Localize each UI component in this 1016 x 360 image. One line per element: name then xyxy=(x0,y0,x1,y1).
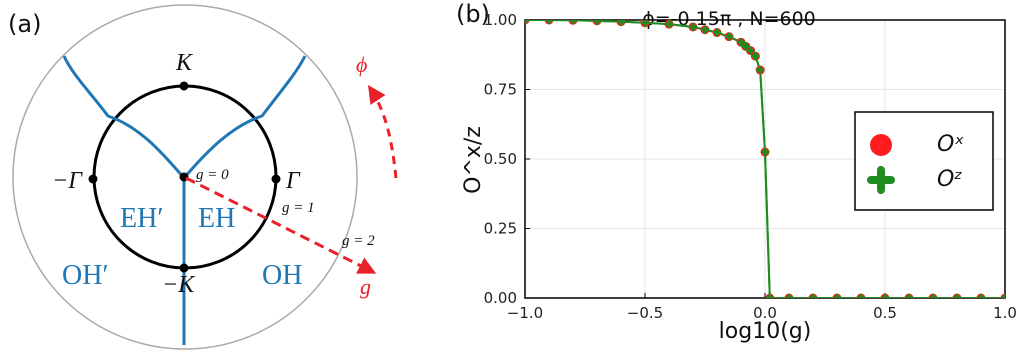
point-oz-3 xyxy=(593,20,601,25)
region-eh-prime: EH′ xyxy=(120,203,163,234)
label-g0: g = 0 xyxy=(196,167,229,183)
legend-box xyxy=(854,111,994,211)
y-tick-label-4: 1.00 xyxy=(484,11,517,29)
point-oz-7 xyxy=(689,22,697,31)
point-oz-9 xyxy=(713,28,721,37)
point-oz-5 xyxy=(641,20,649,27)
point-oz-2 xyxy=(569,20,577,25)
point-oz-12 xyxy=(741,42,750,51)
x-tick-label-2: 0.0 xyxy=(753,304,777,322)
legend-marker-oz xyxy=(867,166,895,194)
region-oh: OH xyxy=(262,260,302,291)
chart-title: ϕ=-0.15π , N=600 xyxy=(642,8,816,30)
g-arrow xyxy=(185,176,377,274)
point-oz-10 xyxy=(725,32,733,41)
plot-layer xyxy=(525,20,1005,298)
label-gamma: Γ xyxy=(285,168,301,194)
plot-b: −1.0 −0.5 0.0 0.5 1.0 0.00 0.25 0.50 0.75 1.00 log… xyxy=(461,11,1016,344)
point-oz-23 xyxy=(905,294,913,298)
point-oz-17 xyxy=(765,294,774,298)
x-tick-label-3: 0.5 xyxy=(873,304,897,322)
legend-marker-ox xyxy=(870,134,892,156)
phi-arrow xyxy=(368,85,398,179)
label-minus-gamma: −Γ xyxy=(52,168,83,194)
point-minus-k xyxy=(179,263,189,273)
label-minus-k: −K xyxy=(162,272,196,298)
label-phi-arrow: ϕ xyxy=(356,52,367,77)
x-tick-label-0: −1.0 xyxy=(507,304,543,322)
panel-b-tag: (b) xyxy=(456,0,490,28)
point-oz-13 xyxy=(746,46,755,55)
point-oz-15 xyxy=(756,66,765,75)
point-minus-gamma xyxy=(88,174,98,184)
point-gamma xyxy=(271,174,281,184)
point-oz-19 xyxy=(809,294,817,298)
point-oz-4 xyxy=(617,20,625,26)
y-tick-label-3: 0.75 xyxy=(484,81,517,99)
point-oz-8 xyxy=(701,25,709,34)
point-oz-21 xyxy=(857,294,865,298)
y-tick-label-0: 0.00 xyxy=(484,289,517,307)
boundary-left xyxy=(62,55,186,179)
point-oz-14 xyxy=(751,52,760,61)
x-tick-label-4: 1.0 xyxy=(993,304,1016,322)
point-oz-24 xyxy=(929,294,937,298)
y-tick-label-2: 0.50 xyxy=(484,150,517,168)
region-eh: EH xyxy=(198,203,235,234)
point-oz-1 xyxy=(545,20,553,24)
point-k xyxy=(179,81,189,91)
point-oz-22 xyxy=(881,294,889,298)
point-oz-26 xyxy=(977,294,985,298)
label-g-arrow: g xyxy=(360,274,371,299)
point-oz-16 xyxy=(761,148,769,157)
point-oz-25 xyxy=(953,294,961,298)
point-oz-11 xyxy=(737,38,745,47)
region-oh-prime: OH′ xyxy=(62,260,109,291)
point-oz-6 xyxy=(665,20,673,29)
point-oz-18 xyxy=(785,294,793,298)
label-g1: g = 1 xyxy=(282,200,315,216)
panel-a-tag: (a) xyxy=(8,10,41,38)
x-axis-label: log10(g) xyxy=(719,319,812,344)
y-axis-label: O^x/z xyxy=(461,126,486,194)
legend-label-oz: Oᶻ xyxy=(937,167,962,192)
point-oz-20 xyxy=(833,294,841,298)
legend-label-ox: Oˣ xyxy=(937,132,964,157)
boundary-right xyxy=(182,55,307,179)
label-g2: g = 2 xyxy=(342,233,375,249)
x-tick-label-1: −0.5 xyxy=(627,304,663,322)
label-k: K xyxy=(175,50,194,76)
outer-circle xyxy=(12,4,358,350)
y-tick-label-1: 0.25 xyxy=(484,220,517,238)
